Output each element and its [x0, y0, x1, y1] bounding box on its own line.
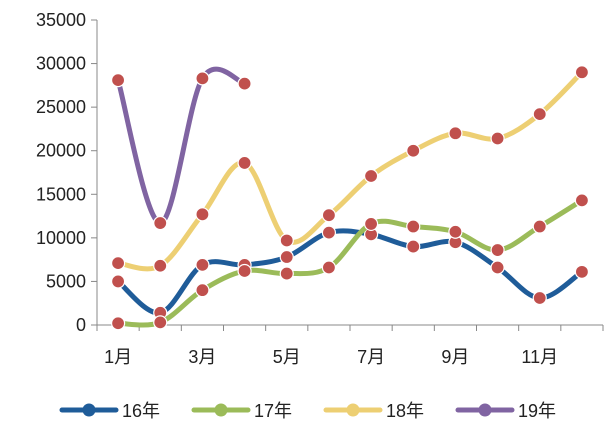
legend-item: 18年: [323, 401, 424, 421]
data-point: [153, 215, 168, 231]
data-point: [321, 208, 337, 223]
data-point: [574, 193, 590, 208]
legend-item: 17年: [191, 401, 292, 421]
data-point: [321, 225, 337, 240]
data-point: [363, 216, 379, 232]
series-line: [115, 66, 248, 226]
data-point: [110, 274, 126, 289]
legend-marker: [346, 403, 360, 417]
data-point: [490, 260, 505, 275]
data-point: [406, 219, 421, 234]
data-point: [195, 71, 210, 86]
series-2: [110, 193, 590, 331]
data-point: [406, 239, 421, 254]
series-1: [110, 225, 590, 320]
data-point: [279, 249, 294, 265]
y-tick-label: 15000: [36, 184, 86, 204]
x-tick-label: 7月: [357, 347, 385, 367]
data-point: [448, 126, 463, 141]
legend-marker: [82, 403, 96, 417]
data-point: [532, 107, 547, 122]
y-tick-label: 10000: [36, 228, 86, 248]
data-point: [153, 258, 168, 273]
data-point: [574, 264, 590, 279]
data-point: [110, 256, 126, 271]
legend-item: 16年: [59, 401, 160, 421]
chart-legend: 16年 17年 18年 19年: [59, 401, 556, 421]
data-point: [574, 65, 590, 80]
series-3: [110, 65, 590, 273]
legend-label: 16年: [122, 401, 160, 421]
data-point: [532, 219, 547, 234]
series-line: [115, 69, 585, 272]
data-point: [490, 242, 505, 258]
data-point: [195, 257, 210, 272]
y-tick-label: 25000: [36, 97, 86, 117]
x-tick-label: 11月: [521, 347, 558, 367]
legend-label: 18年: [386, 401, 424, 421]
data-point: [153, 315, 168, 330]
data-point: [406, 143, 421, 158]
y-tick-label: 0: [76, 315, 86, 335]
data-point: [195, 283, 210, 298]
data-point: [195, 207, 210, 222]
chart-axes: 0 5000 10000 15000 20000 25000 30000 35000 1月 3月 5…: [36, 10, 604, 367]
data-point: [237, 155, 252, 171]
data-point: [532, 290, 547, 306]
data-point: [321, 260, 337, 275]
data-point: [363, 168, 379, 184]
chart-plot-area: [110, 65, 590, 331]
legend-marker: [478, 403, 492, 417]
x-tick-label: 1月: [104, 347, 132, 367]
y-tick-label: 5000: [46, 271, 86, 291]
series-4: [110, 66, 252, 231]
data-point: [110, 316, 126, 331]
x-tick-label: 9月: [441, 347, 469, 367]
x-tick-label: 5月: [273, 347, 301, 367]
legend-marker: [214, 403, 228, 417]
y-tick-label: 30000: [36, 54, 86, 74]
x-tick-label: 3月: [188, 347, 216, 367]
data-point: [279, 233, 294, 248]
data-point: [279, 266, 294, 281]
data-point: [110, 73, 126, 88]
legend-label: 17年: [254, 401, 292, 421]
data-point: [237, 263, 252, 279]
data-point: [448, 224, 463, 239]
y-tick-label: 20000: [36, 141, 86, 161]
data-point: [490, 131, 505, 146]
y-tick-label: 35000: [36, 10, 86, 30]
legend-item: 19年: [455, 401, 556, 421]
legend-label: 19年: [518, 401, 556, 421]
series-line: [115, 197, 585, 328]
data-point: [237, 76, 252, 91]
